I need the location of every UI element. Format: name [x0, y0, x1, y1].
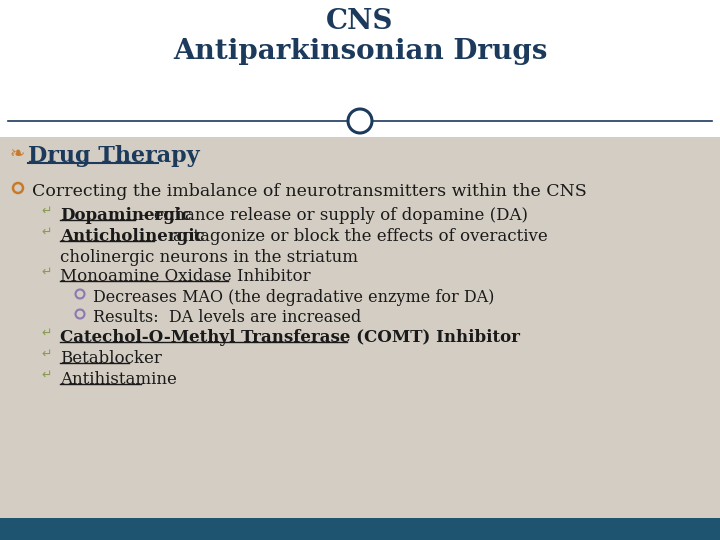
Text: – antagonize or block the effects of overactive: – antagonize or block the effects of ove…	[153, 228, 547, 245]
Bar	[0, 0, 720, 137]
Text: CNS: CNS	[326, 8, 394, 35]
Text: Results:  DA levels are increased: Results: DA levels are increased	[93, 309, 361, 326]
Circle shape	[348, 109, 372, 133]
Text: Anticholinergic: Anticholinergic	[60, 228, 204, 245]
Text: ↵: ↵	[42, 226, 53, 239]
Text: Drug Therapy: Drug Therapy	[28, 145, 199, 167]
Text: ↵: ↵	[42, 266, 53, 279]
Text: ↵: ↵	[42, 348, 53, 361]
Text: Monoamine Oxidase Inhibitor: Monoamine Oxidase Inhibitor	[60, 268, 310, 285]
Text: ❧: ❧	[10, 145, 25, 163]
Text: ↵: ↵	[42, 369, 53, 382]
Text: Antihistamine: Antihistamine	[60, 371, 177, 388]
Text: ↵: ↵	[42, 327, 53, 340]
Text: Correcting the imbalance of neurotransmitters within the CNS: Correcting the imbalance of neurotransmi…	[32, 183, 587, 200]
Text: Catechol-O-Methyl Transferase (COMT) Inhibitor: Catechol-O-Methyl Transferase (COMT) Inh…	[60, 329, 520, 346]
Text: Dopaminergic: Dopaminergic	[60, 207, 192, 224]
Text: ↵: ↵	[42, 205, 53, 218]
Text: – enhance release or supply of dopamine (DA): – enhance release or supply of dopamine …	[135, 207, 528, 224]
Bar	[0, 137, 720, 518]
Text: Antiparkinsonian Drugs: Antiparkinsonian Drugs	[173, 38, 547, 65]
Text: Betablocker: Betablocker	[60, 350, 162, 367]
Bar	[0, 518, 720, 540]
Text: cholinergic neurons in the striatum: cholinergic neurons in the striatum	[60, 249, 358, 266]
Text: Decreases MAO (the degradative enzyme for DA): Decreases MAO (the degradative enzyme fo…	[93, 289, 495, 306]
